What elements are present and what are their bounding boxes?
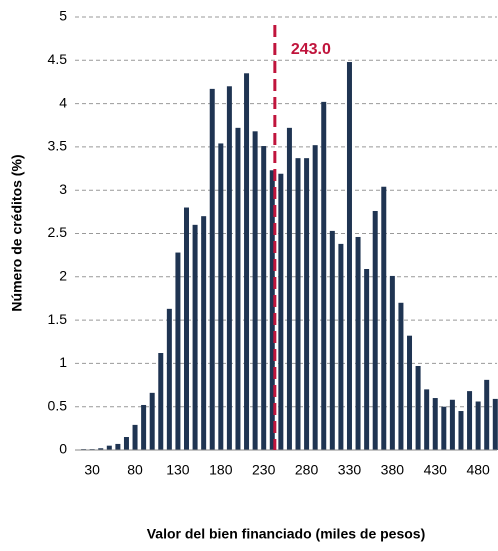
bar [269, 170, 275, 451]
bar [166, 308, 172, 450]
bar [235, 127, 241, 451]
y-tick-label: 4.5 [48, 51, 68, 67]
bar [449, 399, 455, 450]
bar [458, 411, 464, 450]
y-tick-label: 1 [59, 354, 67, 370]
bar [141, 404, 147, 450]
bar [132, 424, 138, 450]
x-tick-label: 180 [209, 462, 233, 478]
bar [123, 437, 129, 450]
x-tick-label: 80 [127, 462, 143, 478]
bar [312, 145, 318, 450]
reference-label: 243.0 [291, 41, 331, 58]
x-tick-label: 230 [252, 462, 276, 478]
x-tick-label: 480 [466, 462, 490, 478]
bar [295, 158, 301, 450]
bar [432, 398, 438, 450]
y-tick-label: 3 [59, 181, 67, 197]
x-tick-label: 380 [381, 462, 405, 478]
x-tick-label: 430 [424, 462, 448, 478]
bar [424, 389, 430, 450]
bar [226, 86, 232, 450]
bar [329, 230, 335, 450]
bar [475, 401, 481, 450]
bar [278, 173, 284, 450]
bar [441, 406, 447, 450]
bar [201, 216, 207, 450]
y-tick-label: 1.5 [48, 311, 68, 327]
bar [98, 448, 104, 450]
bar [407, 335, 413, 450]
bar [484, 379, 490, 450]
bar [372, 210, 378, 450]
bar [192, 224, 198, 450]
bar [398, 302, 404, 450]
y-tick-label: 2 [59, 268, 67, 284]
x-axis-label: Valor del bien financiado (miles de peso… [147, 526, 426, 542]
bar [381, 186, 387, 450]
bar [389, 275, 395, 450]
bar [218, 143, 224, 450]
y-axis-label: Número de créditos (%) [9, 154, 25, 311]
x-tick-label: 330 [338, 462, 362, 478]
bar [415, 365, 421, 450]
x-tick-label: 130 [166, 462, 190, 478]
bar [209, 88, 215, 451]
x-tick-label: 30 [84, 462, 100, 478]
bar [364, 269, 370, 450]
x-tick-label: 280 [295, 462, 319, 478]
bar [115, 443, 121, 450]
bar [158, 353, 164, 450]
bar [175, 252, 181, 450]
bar [338, 243, 344, 450]
bar [106, 445, 112, 450]
bar [261, 146, 267, 450]
y-tick-label: 4 [59, 94, 67, 110]
y-tick-label: 2.5 [48, 224, 68, 240]
y-tick-label: 5 [59, 8, 67, 24]
bar [321, 101, 327, 451]
bar [244, 73, 250, 450]
bar [355, 236, 361, 450]
bar [492, 398, 498, 450]
bar [184, 207, 190, 450]
bar [346, 62, 352, 450]
bar [252, 131, 258, 450]
bar [286, 127, 292, 451]
bar [467, 391, 473, 450]
y-tick-label: 0 [59, 441, 67, 457]
y-tick-label: 0.5 [48, 397, 68, 413]
bar [304, 158, 310, 450]
y-tick-label: 3.5 [48, 138, 68, 154]
bar [149, 392, 155, 450]
